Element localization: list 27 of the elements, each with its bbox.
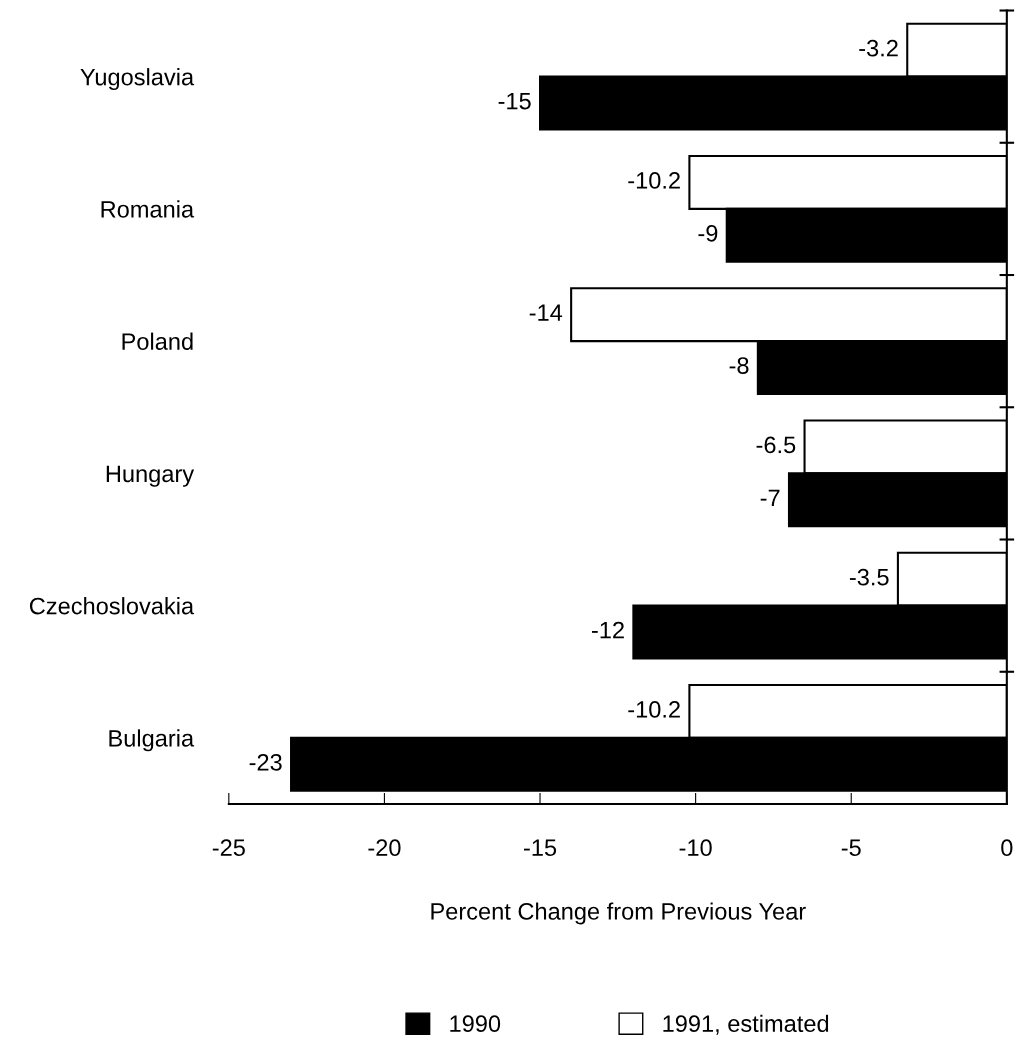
y-tick-label: Czechoslovakia <box>29 597 195 615</box>
data-label: -10.2 <box>628 172 680 189</box>
data-label: -15 <box>498 92 531 110</box>
x-tick-label: -15 <box>524 839 557 857</box>
x-tick-label: -10 <box>679 839 712 857</box>
x-tick-label: -20 <box>368 839 401 857</box>
data-label: -3.5 <box>849 568 889 586</box>
x-tick-label: -25 <box>212 839 245 857</box>
x-tick-label: 0 <box>1001 839 1013 857</box>
y-tick-label: Hungary <box>106 465 195 487</box>
y-tick-label: Bulgaria <box>109 729 195 752</box>
data-label: -14 <box>529 304 563 321</box>
data-label: -9 <box>698 224 718 242</box>
y-tick-label: Yugoslavia <box>80 68 195 91</box>
data-label: -7 <box>760 489 780 506</box>
legend-label: 1991, estimated <box>663 1014 829 1035</box>
data-label: -6.5 <box>756 436 796 454</box>
x-tick-label: -5 <box>841 839 861 857</box>
data-label: -10.2 <box>628 701 680 718</box>
data-label: -8 <box>729 357 749 374</box>
y-tick-label: Romania <box>101 200 195 218</box>
data-label: -12 <box>591 621 624 639</box>
data-label: -23 <box>249 753 282 771</box>
legend-label: 1990 <box>450 1015 501 1033</box>
data-label: -3.2 <box>859 39 898 57</box>
x-axis-title: Percent Change from Previous Year <box>431 902 806 925</box>
y-tick-label: Poland <box>122 332 193 350</box>
